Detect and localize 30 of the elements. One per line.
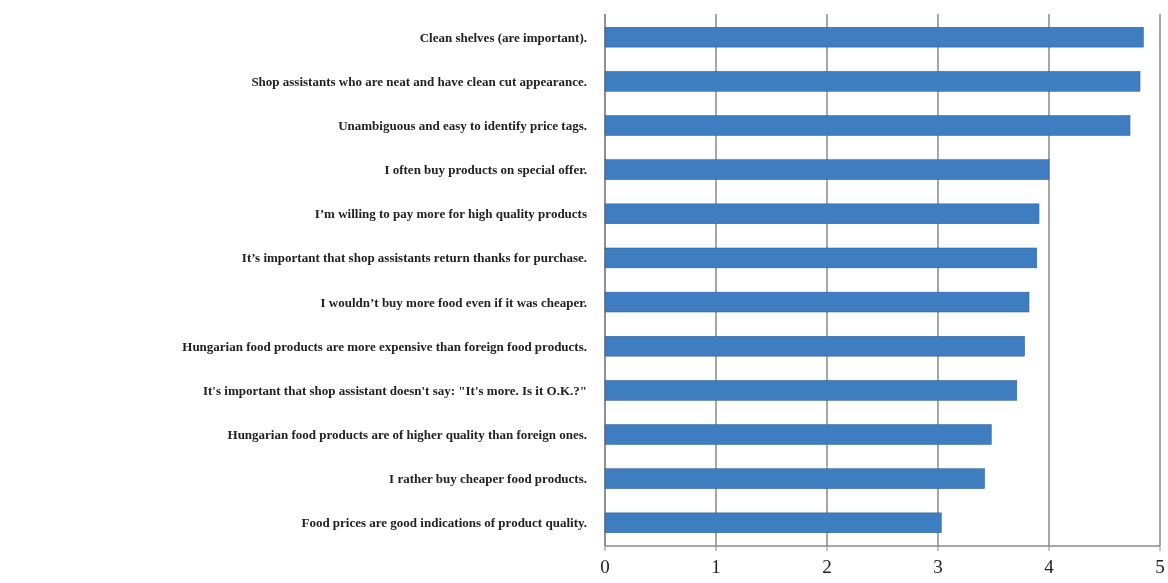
y-tick-label: Food prices are good indications of product quality.	[301, 515, 587, 531]
bar	[604, 512, 942, 534]
y-tick-label: I often buy products on special offer.	[384, 162, 587, 178]
y-tick-label: Shop assistants who are neat and have clean cut appearance.	[251, 73, 587, 89]
bar	[604, 71, 1141, 92]
y-tick-label: I wouldn’t buy more food even if it was cheaper.	[320, 294, 587, 310]
bar	[604, 26, 1144, 48]
x-tick-label: 2	[822, 556, 832, 577]
y-tick-label: It's important that shop assistant doesn't say: "It's more. Is it O.K.?"	[202, 382, 587, 398]
bar	[604, 380, 1018, 401]
y-tick-label: Hungarian food products are of higher quality than foreign ones.	[227, 427, 587, 443]
y-tick-label: Unambiguous and easy to identify price tags.	[338, 118, 587, 134]
y-tick-label: It’s important that shop assistants return thanks for purchase.	[241, 250, 587, 266]
y-tick-label: Hungarian food products are more expensive than foreign food products.	[182, 338, 587, 354]
bar	[604, 291, 1030, 313]
y-tick-label: Clean shelves (are important).	[419, 29, 587, 45]
bar	[604, 115, 1131, 136]
x-tick-label: 3	[933, 556, 943, 577]
bar	[604, 424, 992, 445]
x-tick-label: 4	[1044, 556, 1055, 577]
x-tick-label: 1	[711, 556, 721, 577]
bar	[604, 203, 1040, 224]
bar	[604, 336, 1025, 357]
bar	[604, 247, 1038, 269]
x-tick-label: 5	[1155, 556, 1165, 577]
bar	[604, 159, 1050, 180]
x-tick-label: 0	[600, 556, 610, 577]
y-tick-label: I rather buy cheaper food products.	[389, 471, 587, 487]
y-tick-label: I’m willing to pay more for high quality products	[314, 206, 587, 222]
bar	[604, 468, 985, 489]
